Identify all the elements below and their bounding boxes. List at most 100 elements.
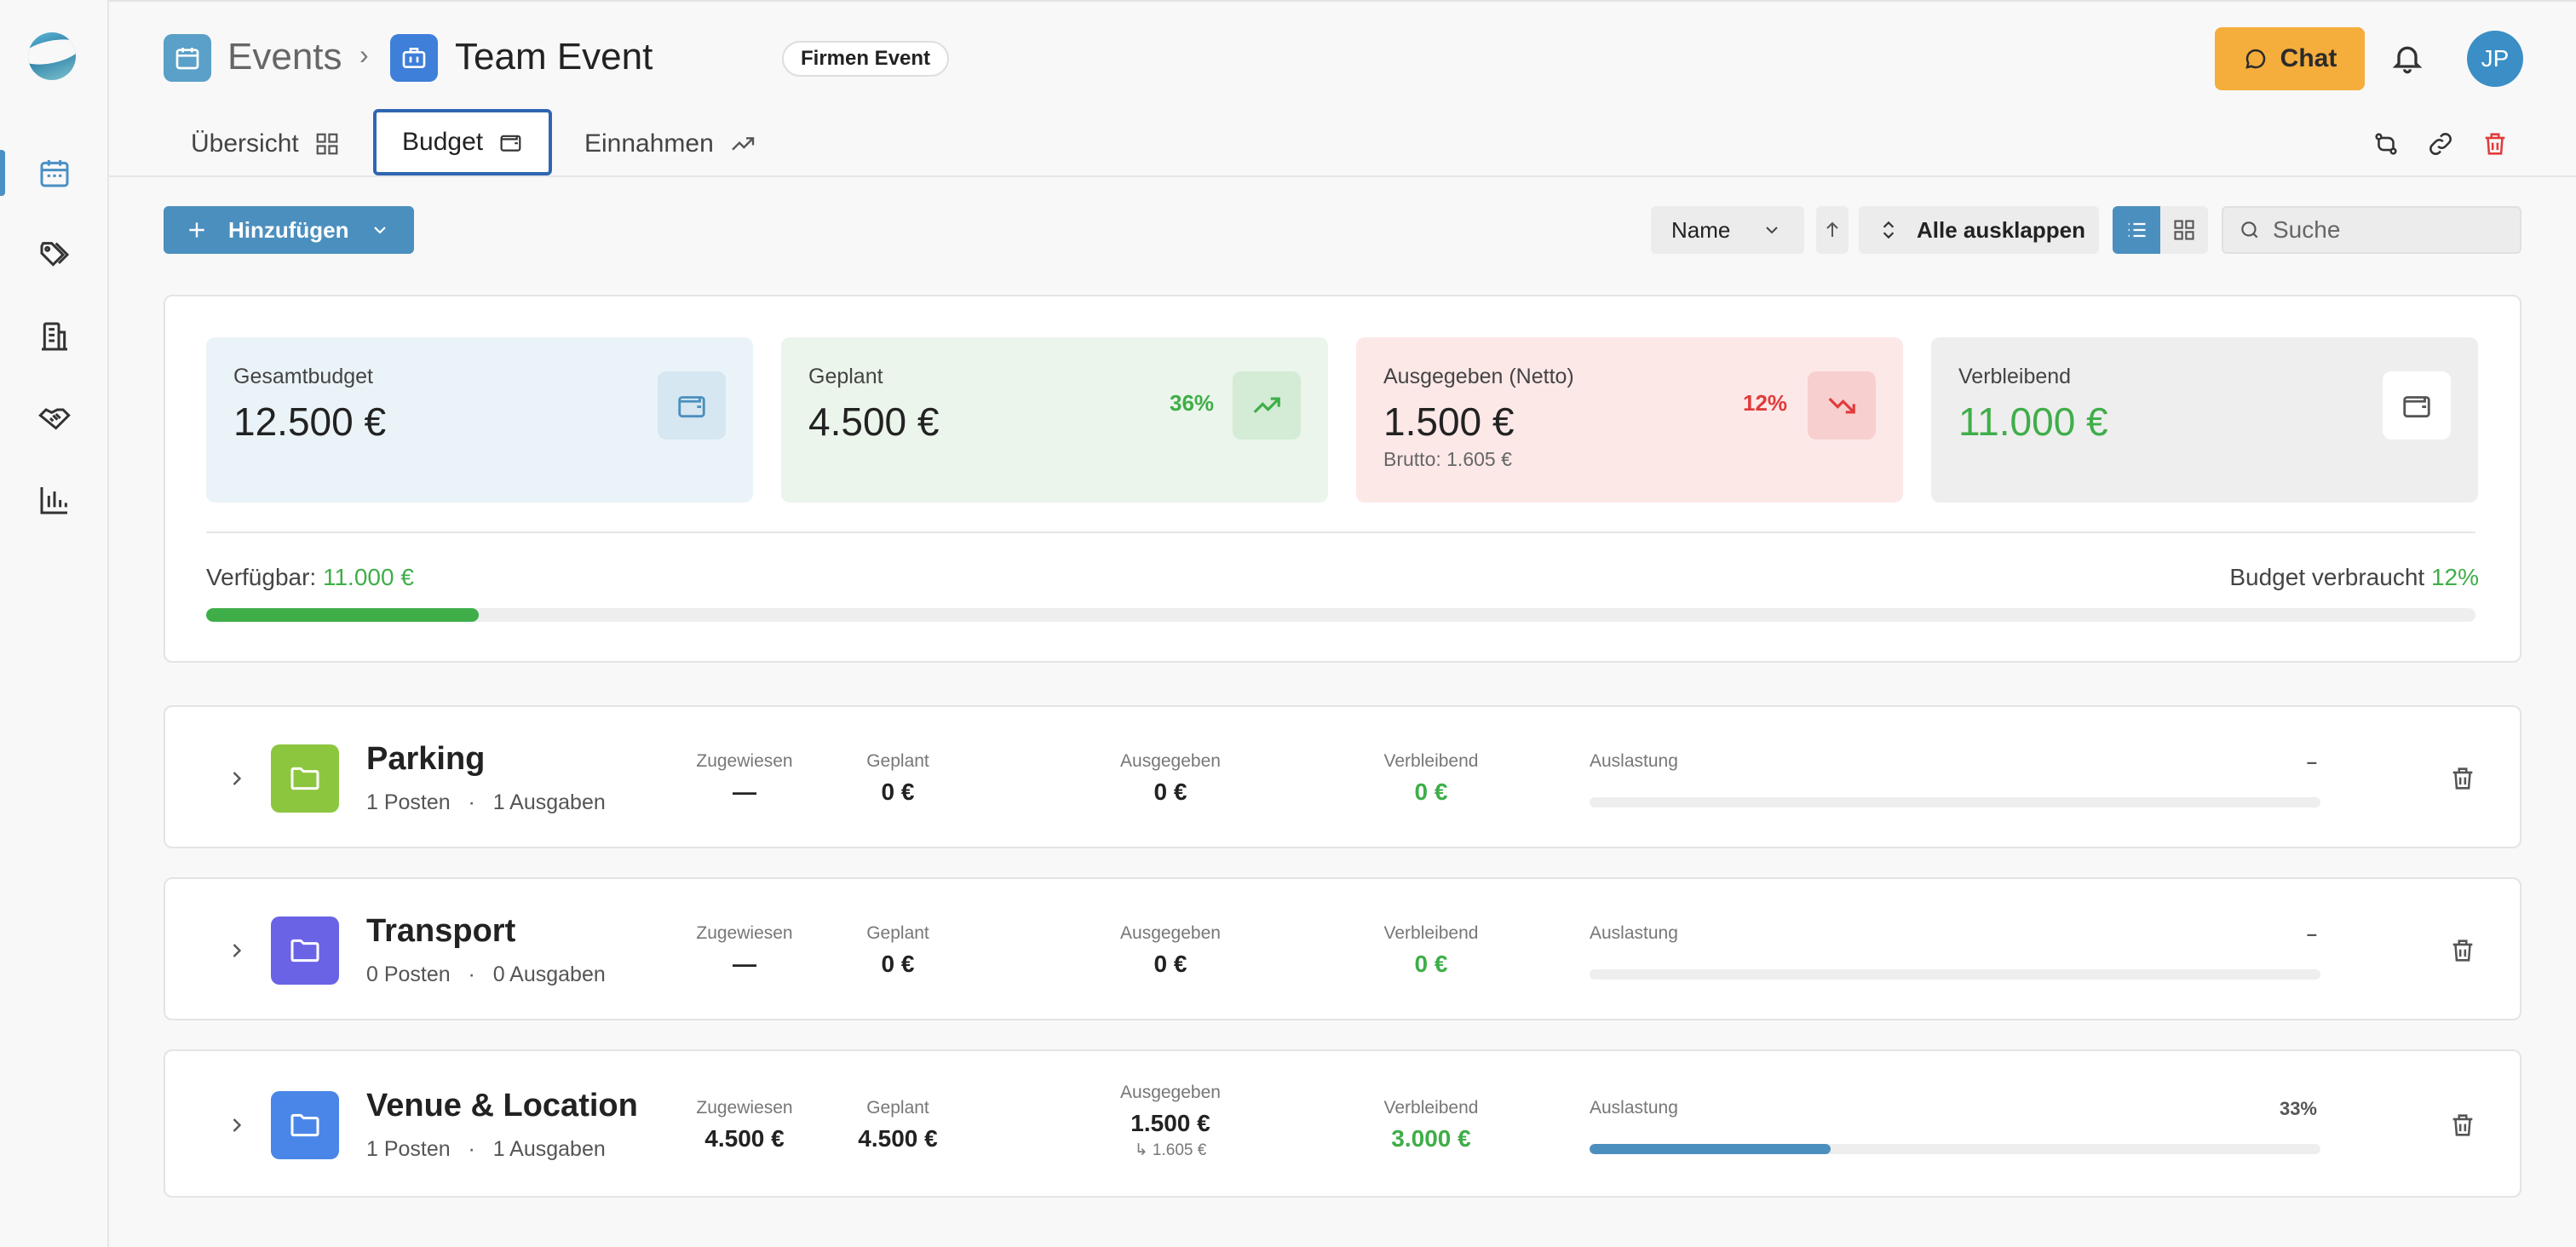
plus-icon <box>189 222 204 238</box>
user-avatar[interactable]: JP <box>2467 31 2523 87</box>
calendar-icon <box>175 48 199 70</box>
col-remaining: Verbleibend 0 € <box>1346 923 1516 978</box>
meta-separator: · <box>468 963 475 986</box>
trash-icon[interactable] <box>2448 764 2477 793</box>
budget-used-label: Budget verbraucht <box>2229 564 2425 590</box>
search-box[interactable] <box>2222 206 2521 254</box>
tab-overview[interactable]: Übersicht <box>191 111 340 177</box>
col-spent-header: Ausgegeben <box>1120 751 1221 771</box>
trash-icon[interactable] <box>2448 936 2477 965</box>
stat-remaining-label: Verbleibend <box>1958 365 2072 388</box>
category-name[interactable]: Venue & Location <box>366 1088 638 1123</box>
utilization-header: Auslastung <box>1590 1098 1678 1118</box>
stat-spent-value: 1.500 € <box>1383 399 1515 444</box>
sidebar-item-reports[interactable] <box>0 470 109 530</box>
budget-progress-fill <box>206 608 479 622</box>
col-remaining-header: Verbleibend <box>1383 1098 1479 1118</box>
sidebar-item-venues[interactable] <box>0 307 109 366</box>
chevron-right-icon[interactable] <box>225 767 249 790</box>
link-icon[interactable] <box>2426 129 2455 158</box>
col-planned-header: Geplant <box>866 923 929 943</box>
budget-progress-bar <box>206 608 2475 622</box>
grid-view-button[interactable] <box>2160 206 2208 254</box>
sidebar-item-tags[interactable] <box>0 225 109 284</box>
expand-all-button[interactable]: Alle ausklappen <box>1859 206 2099 254</box>
tab-income[interactable]: Einnahmen <box>584 111 756 177</box>
category-expenses: 1 Ausgaben <box>492 790 606 814</box>
sidebar-item-events[interactable] <box>0 143 109 203</box>
utilization-value: 33% <box>2279 1098 2317 1119</box>
col-remaining: Verbleibend 3.000 € <box>1346 1098 1516 1152</box>
event-type-badge: Firmen Event <box>782 41 950 77</box>
sort-select[interactable]: Name <box>1651 206 1804 254</box>
trash-icon[interactable] <box>2448 1111 2477 1140</box>
category-row[interactable]: Transport 0 Posten · 0 Ausgaben Zugewies… <box>164 877 2521 1020</box>
utilization-bar <box>1590 969 2320 980</box>
chevron-right-icon[interactable] <box>225 939 249 963</box>
col-planned: Geplant 0 € <box>813 751 983 806</box>
breadcrumb-events[interactable]: Events <box>227 36 342 78</box>
col-planned-value: 0 € <box>881 951 915 977</box>
wallet-icon <box>658 371 726 440</box>
budget-used-percent: 12% <box>2430 564 2479 590</box>
app-logo[interactable] <box>28 32 76 80</box>
folder-icon <box>271 917 339 985</box>
trending-down-icon <box>1808 371 1876 440</box>
stat-spent-label: Ausgegeben (Netto) <box>1383 365 1574 388</box>
meta-separator: · <box>468 1137 475 1161</box>
page-header: Events › Team Event Firmen Event Chat JP… <box>109 2 2576 177</box>
compare-icon[interactable] <box>2372 129 2401 158</box>
col-assigned-header: Zugewiesen <box>696 923 793 943</box>
chat-button[interactable]: Chat <box>2215 27 2365 90</box>
sidebar-item-partners[interactable] <box>0 388 109 448</box>
utilization-fill <box>1590 1144 1831 1154</box>
col-spent-header: Ausgegeben <box>1120 923 1221 943</box>
category-row[interactable]: Venue & Location 1 Posten · 1 Ausgaben Z… <box>164 1049 2521 1198</box>
col-spent-gross: ↳ 1.605 € <box>1134 1141 1207 1159</box>
stat-planned-percent: 36% <box>1170 390 1215 416</box>
tab-budget-label: Budget <box>402 128 484 156</box>
category-expenses: 1 Ausgaben <box>492 1137 606 1161</box>
add-label: Hinzufügen <box>228 216 349 243</box>
category-meta: 1 Posten · 1 Ausgaben <box>366 790 606 815</box>
grid-icon <box>316 133 338 155</box>
top-border <box>0 0 2576 2</box>
chevron-right-icon[interactable] <box>225 1113 249 1137</box>
category-meta: 0 Posten · 0 Ausgaben <box>366 963 606 987</box>
col-remaining-value: 0 € <box>1414 779 1448 805</box>
search-input[interactable] <box>2273 216 2511 244</box>
category-name[interactable]: Transport <box>366 913 516 949</box>
tab-budget[interactable]: Budget <box>373 109 552 175</box>
col-assigned-header: Zugewiesen <box>696 1098 793 1118</box>
category-row[interactable]: Parking 1 Posten · 1 Ausgaben Zugewiesen… <box>164 705 2521 848</box>
col-spent-value: 1.500 € <box>1130 1110 1210 1136</box>
stat-spent: Ausgegeben (Netto) 1.500 € Brutto: 1.605… <box>1356 337 1903 503</box>
col-remaining-header: Verbleibend <box>1383 923 1479 943</box>
tags-icon <box>40 242 70 267</box>
col-assigned: Zugewiesen — <box>659 923 830 978</box>
col-spent-value: 0 € <box>1153 779 1187 805</box>
folder-icon <box>271 744 339 813</box>
wallet-icon <box>500 135 521 152</box>
add-button[interactable]: Hinzufügen <box>164 206 414 254</box>
col-remaining-value: 3.000 € <box>1391 1125 1471 1152</box>
delete-event-icon[interactable] <box>2481 129 2510 158</box>
sidebar <box>0 0 109 1247</box>
page-title: Team Event <box>455 36 653 78</box>
events-breadcrumb-icon[interactable] <box>164 34 211 82</box>
category-expenses: 0 Ausgaben <box>492 963 606 986</box>
list-icon <box>2128 222 2146 238</box>
col-assigned-value: — <box>733 951 756 977</box>
budget-used: Budget verbraucht 12% <box>2229 564 2479 591</box>
col-planned-value: 4.500 € <box>858 1125 938 1152</box>
col-remaining: Verbleibend 0 € <box>1346 751 1516 806</box>
tab-overview-label: Übersicht <box>191 129 299 158</box>
utilization-bar <box>1590 797 2320 807</box>
list-view-button[interactable] <box>2113 206 2160 254</box>
category-posts: 1 Posten <box>366 790 451 814</box>
sort-direction-button[interactable] <box>1816 206 1849 254</box>
bell-icon[interactable] <box>2390 41 2424 75</box>
category-name[interactable]: Parking <box>366 741 486 777</box>
bar-chart-icon <box>40 487 67 514</box>
chevron-down-icon[interactable] <box>370 220 390 240</box>
